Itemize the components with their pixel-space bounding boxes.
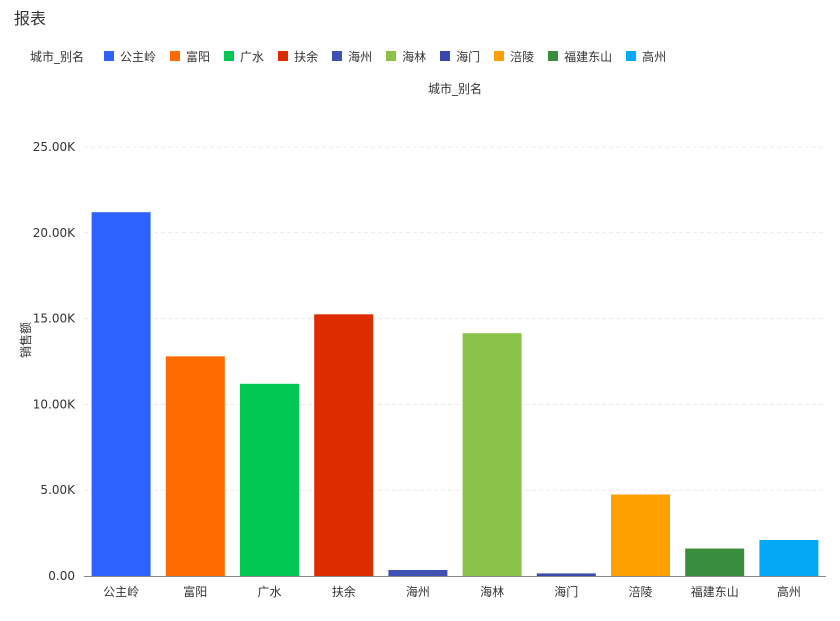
y-tick-label: 25.00K xyxy=(33,140,76,154)
y-tick-label: 0.00 xyxy=(48,569,75,583)
bar-8[interactable] xyxy=(685,548,745,576)
bar-7[interactable] xyxy=(611,494,670,576)
bar-9[interactable] xyxy=(759,539,819,576)
legend-item-fuling[interactable]: 涪陵 xyxy=(494,48,534,65)
report-title: 报表 xyxy=(14,9,47,28)
legend-swatch xyxy=(440,51,451,61)
bar-6[interactable] xyxy=(536,573,596,576)
x-tick-label: 富阳 xyxy=(183,584,207,599)
bar-3[interactable] xyxy=(314,314,374,576)
x-tick-label: 海林 xyxy=(480,584,504,599)
y-tick-label: 20.00K xyxy=(33,226,76,240)
legend-label: 海门 xyxy=(456,49,481,64)
bar-5[interactable] xyxy=(462,333,522,576)
x-axis-ticks: 公主岭 富阳 广水 扶余 海州 海林 海门 涪陵 福建东山 高州 xyxy=(103,584,801,599)
legend-label: 公主岭 xyxy=(120,49,157,64)
x-tick-label: 公主岭 xyxy=(103,585,139,599)
gridlines xyxy=(84,146,826,491)
legend-label: 高州 xyxy=(642,49,667,64)
legend-label: 海州 xyxy=(348,49,373,64)
legend-swatch xyxy=(626,51,637,61)
y-tick-label: 10.00K xyxy=(33,397,76,411)
legend-item-fujian-dongshan[interactable]: 福建东山 xyxy=(548,48,612,65)
x-tick-label: 高州 xyxy=(777,584,801,599)
y-tick-label: 15.00K xyxy=(33,312,76,326)
x-tick-label: 广水 xyxy=(257,585,281,599)
x-axis-title: 城市_别名 xyxy=(427,82,482,96)
legend-swatch xyxy=(170,51,181,61)
legend-item-haimen[interactable]: 海门 xyxy=(440,48,480,65)
x-tick-label: 海门 xyxy=(554,584,578,599)
legend-item-gongzhuling[interactable]: 公主岭 xyxy=(104,48,156,65)
bars xyxy=(91,212,819,576)
legend-swatch xyxy=(224,51,235,61)
legend-item-fuyu[interactable]: 扶余 xyxy=(278,48,318,65)
legend-swatch xyxy=(494,51,505,61)
y-tick-label: 5.00K xyxy=(40,483,76,497)
x-tick-label: 涪陵 xyxy=(628,584,652,599)
legend-item-fuyang[interactable]: 富阳 xyxy=(170,48,210,65)
legend-swatch xyxy=(278,51,289,61)
legend-swatch xyxy=(386,51,397,61)
legend-item-gaozhou[interactable]: 高州 xyxy=(626,48,666,65)
bar-1[interactable] xyxy=(165,356,225,576)
legend-label: 涪陵 xyxy=(510,49,535,64)
bar-2[interactable] xyxy=(240,383,299,576)
legend-label: 海林 xyxy=(402,49,427,64)
legend-label: 富阳 xyxy=(186,49,211,64)
legend-item-guangshui[interactable]: 广水 xyxy=(224,48,264,65)
legend-swatch xyxy=(104,51,115,61)
legend-item-haizhou[interactable]: 海州 xyxy=(332,48,372,65)
x-tick-label: 海州 xyxy=(406,584,430,599)
y-axis-title: 销售额 xyxy=(18,322,33,358)
legend-item-hailin[interactable]: 海林 xyxy=(386,48,426,65)
x-tick-label: 扶余 xyxy=(332,584,356,599)
legend-swatch xyxy=(548,51,559,61)
legend-title: 城市_别名 xyxy=(30,49,85,64)
legend-label: 广水 xyxy=(240,49,265,64)
legend-label: 福建东山 xyxy=(564,49,613,64)
legend-label: 扶余 xyxy=(294,49,319,64)
legend-swatch xyxy=(332,51,343,61)
legend: 城市_别名 公主岭 富阳 广水 扶余 海州 海林 海门 涪陵 福建东山 高州 xyxy=(30,47,680,65)
bar-4[interactable] xyxy=(388,569,448,576)
x-tick-label: 福建东山 xyxy=(691,584,739,599)
y-axis-ticks: 0.00 5.00K 10.00K 15.00K 20.00K 25.00K xyxy=(33,140,76,583)
bar-0[interactable] xyxy=(91,212,151,576)
